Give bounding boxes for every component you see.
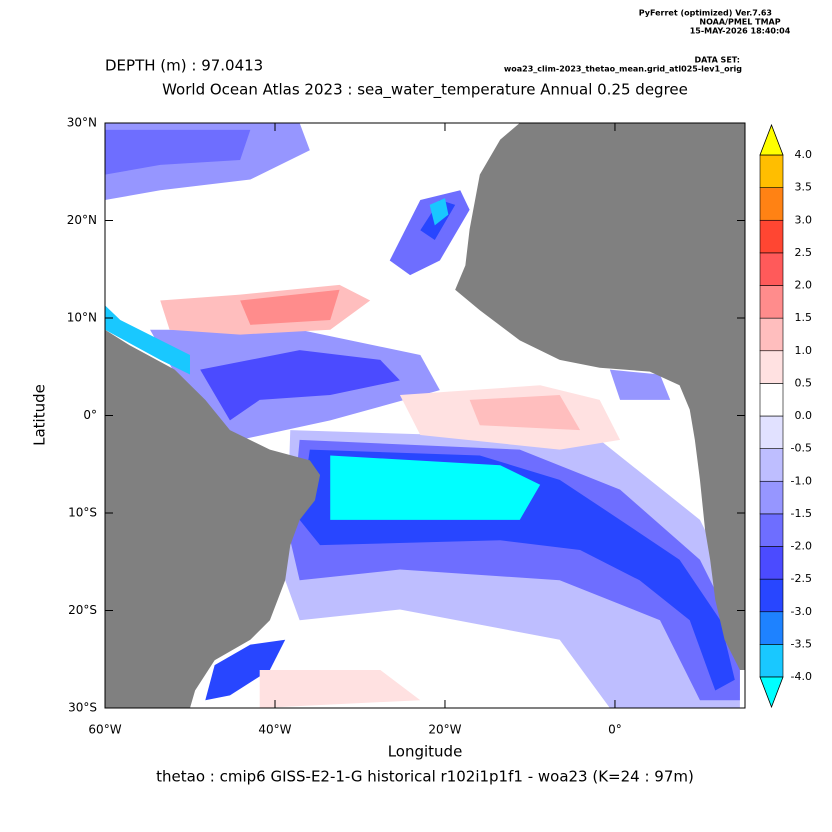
- anomaly-patch: [330, 455, 541, 520]
- x-axis-label: Longitude: [388, 743, 463, 761]
- colorbar-swatch: [759, 611, 784, 645]
- colorbar-label: 4.0: [795, 148, 813, 161]
- dataset-label: DATA SET:: [695, 56, 740, 65]
- colorbar-label: 2.0: [795, 279, 813, 292]
- colorbar-swatch: [759, 219, 784, 254]
- colorbar-swatch: [759, 154, 784, 188]
- plot-area: [104, 122, 746, 709]
- anomaly-patch: [105, 129, 251, 175]
- footer: thetao : cmip6 GISS-E2-1-G historical r1…: [156, 768, 694, 786]
- colorbar-swatch: [759, 383, 784, 417]
- colorbar-label: 0.5: [795, 376, 813, 389]
- colorbar-swatch: [759, 317, 784, 352]
- colorbar-label: -1.5: [791, 507, 812, 520]
- x-tick-label: 0°: [608, 723, 622, 737]
- colorbar-swatch: [759, 415, 784, 449]
- colorbar-label: -3.5: [791, 637, 812, 650]
- y-tick-label: 20°S: [68, 603, 97, 617]
- header-line: 15-MAY-2026 18:40:04: [690, 27, 791, 36]
- y-tick-label: 30°S: [68, 701, 97, 715]
- colorbar-label: -3.0: [791, 605, 812, 618]
- colorbar-swatch: [759, 285, 784, 319]
- y-tick-label: 0°: [83, 408, 97, 422]
- colorbar-swatch: [759, 578, 784, 613]
- anomaly-patch: [469, 395, 581, 431]
- y-tick-label: 30°N: [67, 116, 97, 130]
- y-tick-label: 20°N: [67, 213, 97, 227]
- anomaly-patch: [200, 350, 400, 421]
- anomaly-patch: [609, 369, 671, 400]
- colorbar-swatch: [759, 448, 784, 482]
- colorbar-swatch: [759, 350, 784, 384]
- colorbar-label: -1.0: [791, 474, 812, 487]
- colorbar-swatch: [759, 187, 784, 221]
- colorbar-swatch: [759, 644, 784, 678]
- subtitle: DEPTH (m) : 97.0413: [105, 57, 263, 75]
- colorbar-label: -4.0: [791, 670, 812, 683]
- colorbar-over: [759, 123, 784, 156]
- header-line: NOAA/PMEL TMAP: [699, 18, 780, 27]
- anomaly-patch: [105, 305, 190, 375]
- x-tick-label: 60°W: [88, 723, 121, 737]
- y-tick-label: 10°N: [67, 311, 97, 325]
- colorbar-under: [759, 676, 784, 709]
- y-tick-label: 10°S: [68, 506, 97, 520]
- anomaly-patch: [205, 639, 286, 701]
- chart-title: World Ocean Atlas 2023 : sea_water_tempe…: [162, 81, 688, 100]
- colorbar-label: -2.0: [791, 540, 812, 553]
- colorbar-label: 3.0: [795, 213, 813, 226]
- dataset: woa23_clim-2023_thetao_mean.grid_atl025-…: [504, 65, 742, 74]
- anomaly-patch: [240, 289, 340, 325]
- land: [105, 329, 321, 708]
- colorbar-swatch: [759, 546, 784, 580]
- header-line: PyFerret (optimized) Ver.7.63: [639, 9, 772, 18]
- colorbar-swatch: [759, 480, 784, 515]
- colorbar-swatch: [759, 513, 784, 547]
- colorbar-label: 3.5: [795, 181, 813, 194]
- anomaly-patch: [259, 669, 421, 708]
- colorbar-label: -0.5: [791, 442, 812, 455]
- colorbar-label: 0.0: [795, 409, 813, 422]
- x-tick-label: 40°W: [258, 723, 291, 737]
- x-tick-label: 20°W: [428, 723, 461, 737]
- colorbar-label: 2.5: [795, 246, 813, 259]
- field: [105, 123, 745, 708]
- colorbar-label: 1.5: [795, 311, 813, 324]
- colorbar-label: 1.0: [795, 344, 813, 357]
- colorbar-swatch: [759, 252, 784, 286]
- y-axis-label: Latitude: [31, 384, 49, 446]
- land: [455, 123, 745, 670]
- colorbar-label: -2.5: [791, 572, 812, 585]
- anomaly-patch: [429, 198, 449, 226]
